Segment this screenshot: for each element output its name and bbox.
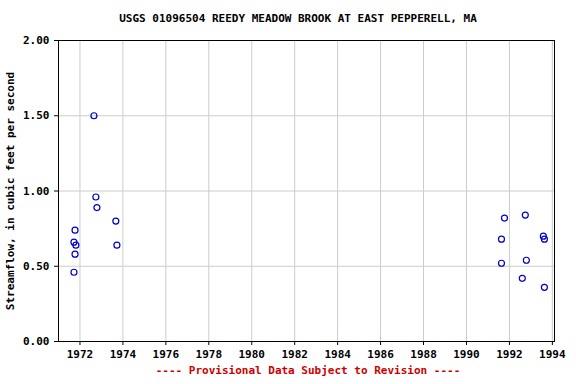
svg-text:1980: 1980 <box>238 348 265 360</box>
svg-text:1974: 1974 <box>110 348 137 360</box>
svg-text:1994: 1994 <box>539 348 566 360</box>
svg-text:1978: 1978 <box>196 348 223 360</box>
svg-text:0.50: 0.50 <box>23 260 50 273</box>
svg-text:1984: 1984 <box>324 348 351 360</box>
svg-text:1986: 1986 <box>367 348 394 360</box>
svg-text:1.00: 1.00 <box>23 185 50 198</box>
svg-text:1976: 1976 <box>153 348 180 360</box>
svg-text:Streamflow, in cubic feet per: Streamflow, in cubic feet per second <box>4 72 17 310</box>
svg-text:1988: 1988 <box>410 348 437 360</box>
svg-text:1972: 1972 <box>67 348 94 360</box>
html-text:USGS 01096504 REEDY MEADOW BRO: USGS 01096504 REEDY MEADOW BROOK AT EAST… <box>119 12 477 25</box>
html-text:---- Provisional Data Subject: ---- Provisional Data Subject to Revisio… <box>155 364 461 377</box>
svg-text:1.50: 1.50 <box>23 109 50 122</box>
svg-text:1992: 1992 <box>496 348 522 360</box>
svg-text:1982: 1982 <box>281 348 308 360</box>
svg-text:2.00: 2.00 <box>23 34 50 47</box>
svg-text:0.00: 0.00 <box>23 335 50 348</box>
svg-text:1990: 1990 <box>453 348 480 360</box>
